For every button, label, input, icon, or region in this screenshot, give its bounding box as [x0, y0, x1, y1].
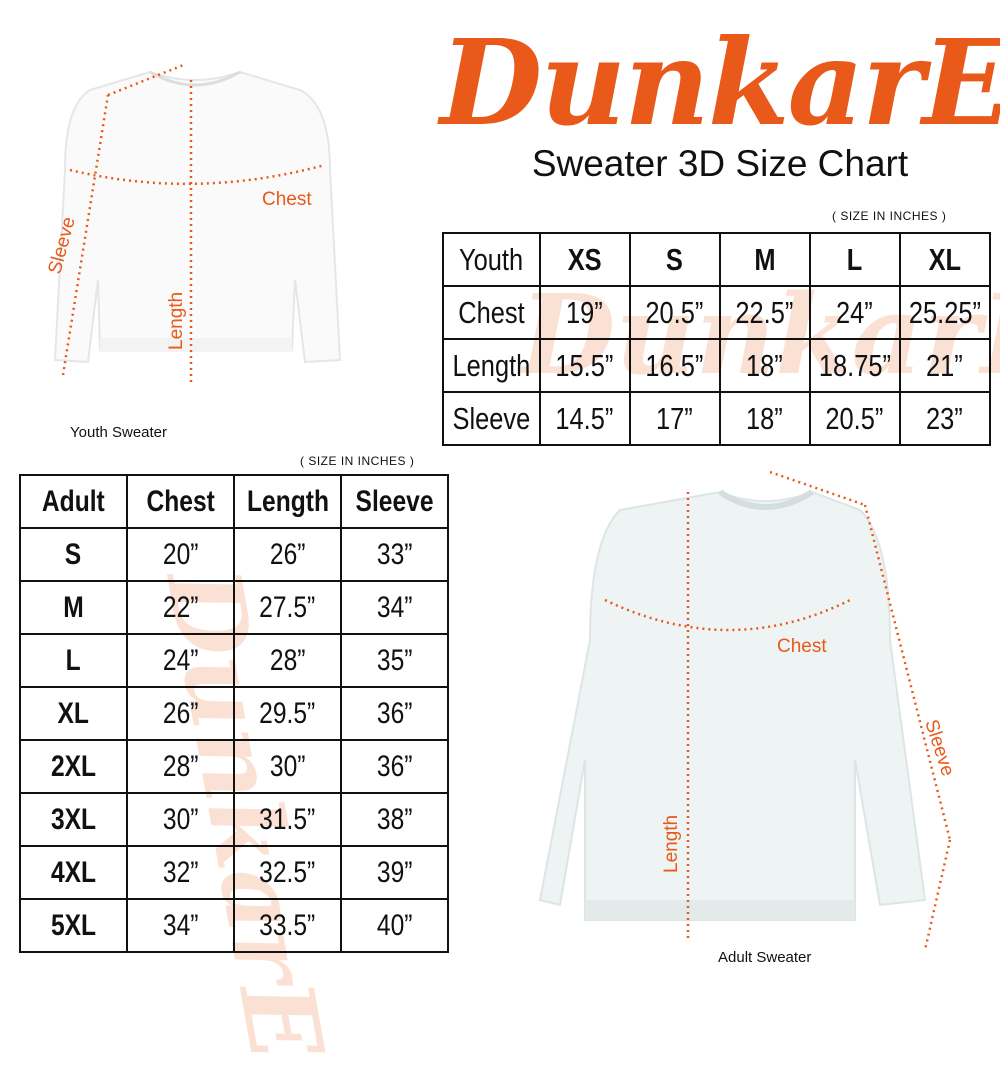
table-header: M [754, 241, 776, 277]
table-header-row: Youth XS S M L XL [442, 232, 991, 287]
row-label: 3XL [50, 802, 97, 836]
table-row: XL 26” 29.5” 36” [19, 686, 449, 741]
table-cell: 24” [162, 643, 199, 677]
table-header: L [847, 241, 863, 277]
brand-logo: DunkarE [440, 13, 1000, 152]
table-cell: 21” [926, 347, 964, 383]
table-cell: 18.75” [818, 347, 891, 383]
youth-sweater-illustration: Chest Sleeve Length [45, 62, 342, 385]
table-header: XL [928, 241, 962, 277]
table-cell: 18” [746, 400, 784, 436]
table-header: Sleeve [355, 484, 434, 518]
adult-length-label: Length [661, 815, 682, 873]
row-label: Chest [458, 294, 525, 330]
table-cell: 24” [836, 294, 874, 330]
table-row: Chest 19” 20.5” 22.5” 24” 25.25” [442, 285, 991, 340]
table-cell: 36” [376, 749, 413, 783]
youth-caption: Youth Sweater [70, 424, 168, 441]
table-cell: 22.5” [735, 294, 794, 330]
table-cell: 26” [162, 696, 199, 730]
table-cell: 28” [162, 749, 199, 783]
table-row: 4XL 32” 32.5” 39” [19, 845, 449, 900]
row-label: 4XL [50, 855, 97, 889]
table-cell: 34” [376, 590, 413, 624]
table-header: Youth [459, 241, 524, 277]
table-cell: 27.5” [259, 590, 316, 624]
table-header: Adult [42, 484, 105, 518]
row-label: Sleeve [452, 400, 531, 436]
row-label: L [65, 643, 82, 677]
table-header-row: Adult Chest Length Sleeve [19, 474, 449, 529]
table-header: Chest [146, 484, 215, 518]
table-cell: 28” [269, 643, 306, 677]
table-cell: 14.5” [555, 400, 614, 436]
table-cell: 18” [746, 347, 784, 383]
table-header: Length [246, 484, 329, 518]
table-cell: 33” [376, 537, 413, 571]
table-cell: 29.5” [259, 696, 316, 730]
table-cell: 25.25” [908, 294, 981, 330]
table-cell: 16.5” [645, 347, 704, 383]
page-title: Sweater 3D Size Chart [531, 143, 909, 184]
table-cell: 30” [162, 802, 199, 836]
table-cell: 20.5” [825, 400, 884, 436]
table-row: L 24” 28” 35” [19, 633, 449, 688]
youth-chest-label: Chest [262, 189, 312, 210]
table-cell: 20.5” [645, 294, 704, 330]
table-row: M 22” 27.5” 34” [19, 580, 449, 635]
table-cell: 33.5” [259, 908, 316, 942]
adult-size-table: Adult Chest Length Sleeve S 20” 26” 33” M 22”… [19, 474, 449, 953]
youth-length-label: Length [166, 292, 187, 350]
table-cell: 38” [376, 802, 413, 836]
table-cell: 23” [926, 400, 964, 436]
table-header: XS [567, 241, 602, 277]
table-cell: 19” [566, 294, 604, 330]
youth-size-table: Youth XS S M L XL Chest 19” 20.5” 22.5” … [442, 232, 991, 446]
table-cell: 40” [376, 908, 413, 942]
table-row: 3XL 30” 31.5” 38” [19, 792, 449, 847]
table-cell: 39” [376, 855, 413, 889]
adult-caption: Adult Sweater [718, 949, 812, 966]
table-cell: 30” [269, 749, 306, 783]
table-row: S 20” 26” 33” [19, 527, 449, 582]
row-label: M [63, 590, 84, 624]
table-cell: 22” [162, 590, 199, 624]
table-cell: 32” [162, 855, 199, 889]
table-cell: 34” [162, 908, 199, 942]
table-cell: 31.5” [259, 802, 316, 836]
row-label: S [65, 537, 82, 571]
row-label: Length [452, 347, 531, 383]
table-cell: 32.5” [259, 855, 316, 889]
adult-sweater-illustration: Chest Sleeve Length [538, 470, 958, 951]
table-row: 5XL 34” 33.5” 40” [19, 898, 449, 953]
row-label: 2XL [50, 749, 97, 783]
adult-units-note: ( SIZE IN INCHES ) [300, 454, 415, 468]
table-cell: 15.5” [555, 347, 614, 383]
table-cell: 35” [376, 643, 413, 677]
table-header: S [666, 241, 684, 277]
adult-sleeve-label: Sleeve [920, 717, 958, 779]
table-row: 2XL 28” 30” 36” [19, 739, 449, 794]
table-cell: 36” [376, 696, 413, 730]
table-row: Length 15.5” 16.5” 18” 18.75” 21” [442, 338, 991, 393]
row-label: XL [57, 696, 90, 730]
table-cell: 20” [162, 537, 199, 571]
table-cell: 26” [269, 537, 306, 571]
table-row: Sleeve 14.5” 17” 18” 20.5” 23” [442, 391, 991, 446]
row-label: 5XL [50, 908, 97, 942]
table-cell: 17” [656, 400, 694, 436]
youth-units-note: ( SIZE IN INCHES ) [832, 209, 947, 223]
adult-chest-label: Chest [777, 636, 827, 657]
